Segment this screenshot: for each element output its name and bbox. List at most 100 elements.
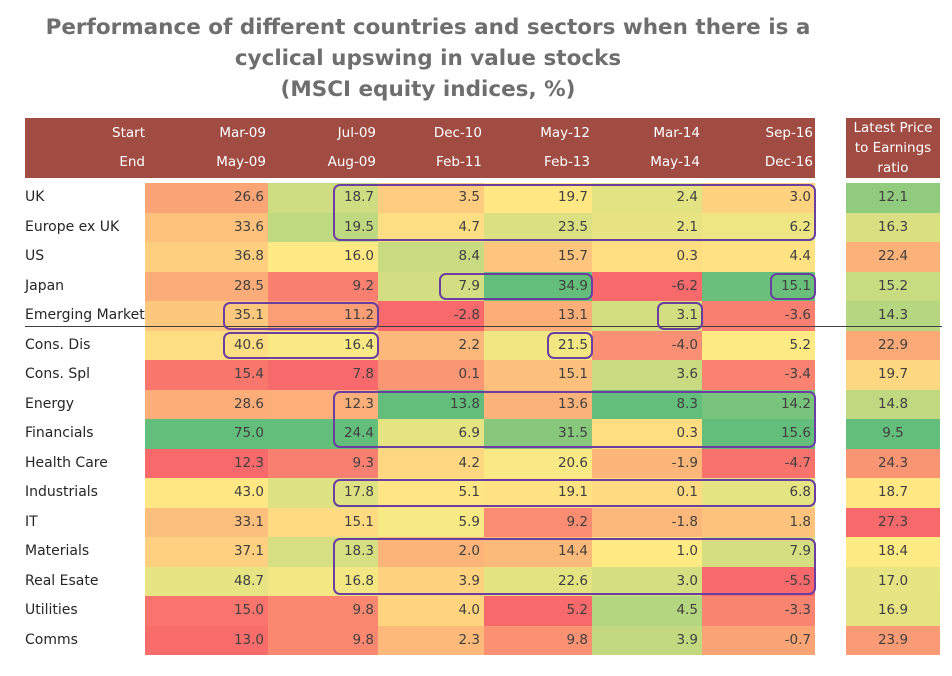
period-start-2: Dec-10 <box>433 125 482 141</box>
value-cell: 43.0 <box>145 478 268 508</box>
value-cell: 0.1 <box>592 478 702 508</box>
highlight-box-1 <box>439 272 593 300</box>
value-cell: 14.4 <box>484 537 592 567</box>
pe-header: Latest Price to Earnings ratio <box>846 118 940 178</box>
value-cell: 5.2 <box>484 596 592 626</box>
value-cell: 7.9 <box>702 537 815 567</box>
period-end-0: May-09 <box>216 154 266 170</box>
value-cell: 75.0 <box>145 419 268 449</box>
value-cell: 33.6 <box>145 212 268 242</box>
value-cell: 5.1 <box>378 478 484 508</box>
period-end-1: Aug-09 <box>327 154 376 170</box>
period-start-3: May-12 <box>540 125 590 141</box>
value-cell: 4.7 <box>378 212 484 242</box>
period-start-1: Jul-09 <box>337 125 376 141</box>
value-cell: 40.6 <box>145 330 268 360</box>
value-cell: 7.8 <box>268 360 378 390</box>
value-cell: 6.8 <box>702 478 815 508</box>
value-cell: 9.2 <box>268 271 378 301</box>
row-label: Cons. Dis <box>25 336 91 353</box>
highlight-box-8 <box>333 479 816 507</box>
value-cell: 8.4 <box>378 242 484 272</box>
value-cell: 17.8 <box>268 478 378 508</box>
value-cell: 1.0 <box>592 537 702 567</box>
value-cell: 18.3 <box>268 537 378 567</box>
value-cell: 2.3 <box>378 625 484 655</box>
pe-cell: 23.9 <box>846 625 940 655</box>
title-line-1: Performance of different countries and s… <box>45 15 811 40</box>
value-cell: 3.0 <box>592 566 702 596</box>
pe-cell: 22.9 <box>846 330 940 360</box>
value-cell: 9.2 <box>484 507 592 537</box>
value-cell: 19.7 <box>484 183 592 213</box>
value-cell: 4.4 <box>702 242 815 272</box>
value-cell: 33.1 <box>145 507 268 537</box>
value-cell: 3.9 <box>592 625 702 655</box>
table-header-band <box>25 118 815 178</box>
value-cell: 9.8 <box>484 625 592 655</box>
value-cell: -1.9 <box>592 448 702 478</box>
row-label: Cons. Spl <box>25 366 91 382</box>
highlight-box-6 <box>547 331 593 359</box>
value-cell: 15.1 <box>268 507 378 537</box>
value-cell: 1.8 <box>702 507 815 537</box>
value-cell: 16.4 <box>268 330 378 360</box>
value-cell: 28.6 <box>145 389 268 419</box>
pe-header-line-2: to Earnings <box>854 140 932 156</box>
value-cell: 23.5 <box>484 212 592 242</box>
highlight-box-5 <box>223 331 379 359</box>
value-cell: 6.2 <box>702 212 815 242</box>
period-start-4: Mar-14 <box>653 125 700 141</box>
value-cell: -0.7 <box>702 625 815 655</box>
row-label: UK <box>25 189 45 205</box>
row-label: Industrials <box>25 484 98 500</box>
row-label: IT <box>25 513 38 530</box>
pe-cell: 16.3 <box>846 212 940 242</box>
value-cell: 15.4 <box>145 360 268 390</box>
value-cell: 9.8 <box>268 596 378 626</box>
period-end-3: Feb-13 <box>544 154 590 170</box>
row-label: US <box>25 248 45 264</box>
value-cell: 3.5 <box>378 183 484 213</box>
value-cell: 36.8 <box>145 242 268 272</box>
start-label: Start <box>112 125 145 141</box>
value-cell: 7.9 <box>378 271 484 301</box>
period-end-4: May-14 <box>650 154 700 170</box>
pe-cell: 27.3 <box>846 507 940 537</box>
period-start-5: Sep-16 <box>765 125 814 141</box>
value-cell: 15.7 <box>484 242 592 272</box>
value-cell: 16.0 <box>268 242 378 272</box>
value-cell: 8.3 <box>592 389 702 419</box>
row-label: Comms <box>25 631 78 648</box>
row-label: Real Esate <box>25 572 99 589</box>
pe-cell: 18.7 <box>846 478 940 508</box>
value-cell: 3.9 <box>378 566 484 596</box>
pe-cell: 19.7 <box>846 360 940 390</box>
value-cell: 0.3 <box>592 242 702 272</box>
chart-title: Performance of different countries and s… <box>0 12 856 105</box>
title-line-2: cyclical upswing in value stocks <box>234 46 622 71</box>
value-cell: 21.5 <box>484 330 592 360</box>
value-cell: 20.6 <box>484 448 592 478</box>
value-cell: 16.8 <box>268 566 378 596</box>
value-cell: 48.7 <box>145 566 268 596</box>
period-end-2: Feb-11 <box>436 154 482 170</box>
value-cell: 19.5 <box>268 212 378 242</box>
value-cell: 4.5 <box>592 596 702 626</box>
value-cell: 6.9 <box>378 419 484 449</box>
value-cell: 15.6 <box>702 419 815 449</box>
value-cell: 15.1 <box>484 360 592 390</box>
highlight-box-3 <box>223 302 379 330</box>
value-cell: 13.8 <box>378 389 484 419</box>
value-cell: 0.1 <box>378 360 484 390</box>
value-cell: 3.0 <box>702 183 815 213</box>
highlight-box-4 <box>657 302 703 330</box>
period-start-0: Mar-09 <box>219 125 266 141</box>
pe-cell: 15.2 <box>846 271 940 301</box>
title-line-3: (MSCI equity indices, %) <box>280 77 576 102</box>
value-cell: 24.4 <box>268 419 378 449</box>
value-cell: 13.0 <box>145 625 268 655</box>
value-cell: -5.5 <box>702 566 815 596</box>
value-cell: -4.0 <box>592 330 702 360</box>
highlight-box-7 <box>333 390 816 448</box>
